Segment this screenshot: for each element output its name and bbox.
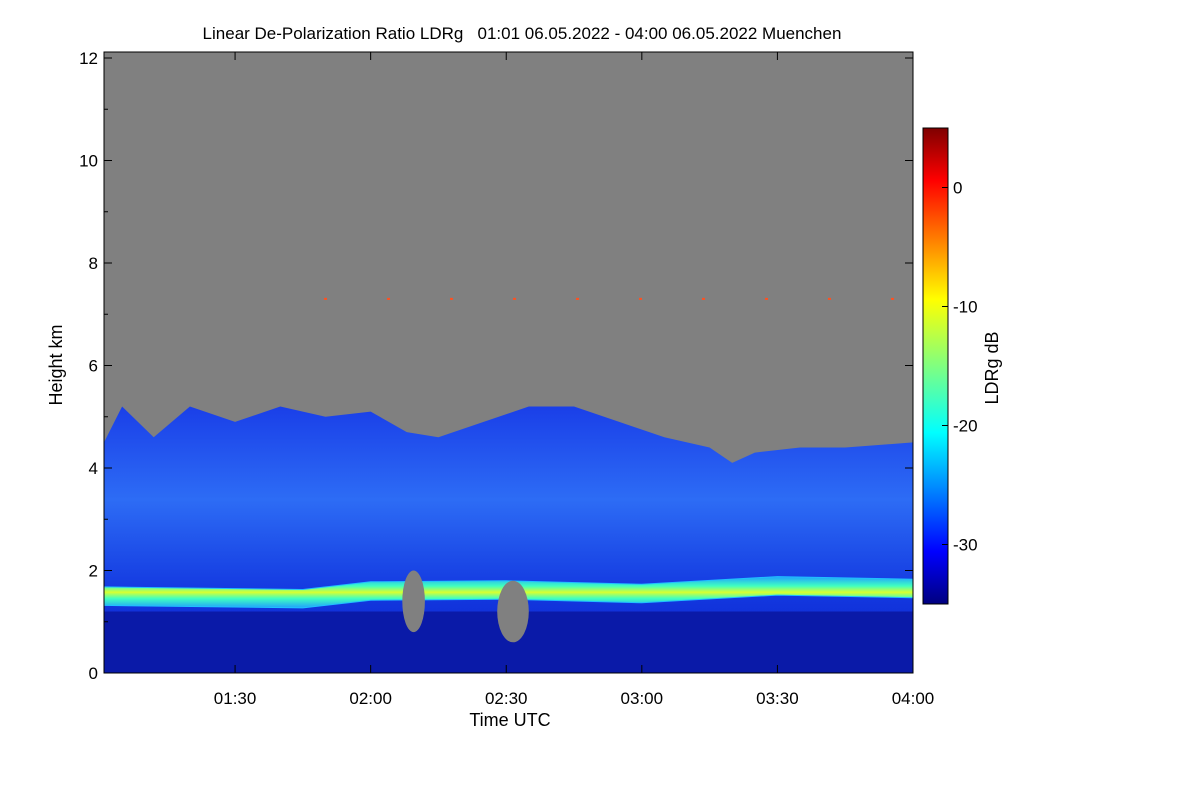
plot-area bbox=[104, 52, 913, 673]
no-data-gap-1 bbox=[402, 570, 425, 633]
no-data-gap-2 bbox=[497, 580, 529, 643]
x-tick-label: 02:30 bbox=[485, 689, 528, 708]
x-tick-label: 03:30 bbox=[756, 689, 799, 708]
x-axis: 01:30 02:00 02:30 03:00 03:30 04:00 bbox=[214, 52, 934, 708]
colorbar: 0 -10 -20 -30 LDRg dB bbox=[922, 127, 1002, 605]
x-axis-label: Time UTC bbox=[469, 710, 550, 730]
y-axis-label: Height km bbox=[46, 324, 66, 405]
y-tick-label: 10 bbox=[79, 152, 98, 171]
colorbar-tick-label: -20 bbox=[953, 417, 978, 436]
colorbar-scale bbox=[922, 127, 949, 605]
x-tick-label: 02:00 bbox=[349, 689, 392, 708]
x-tick-label: 04:00 bbox=[892, 689, 935, 708]
y-tick-label: 8 bbox=[89, 254, 98, 273]
colorbar-tick-label: 0 bbox=[953, 179, 962, 198]
y-axis: 0 2 4 6 8 10 12 bbox=[79, 49, 913, 683]
y-tick-label: 6 bbox=[89, 357, 98, 376]
plot-frame bbox=[103, 51, 914, 674]
chart-title: Linear De-Polarization Ratio LDRg 01:01 … bbox=[203, 24, 842, 43]
colorbar-tick-label: -10 bbox=[953, 298, 978, 317]
x-tick-label: 01:30 bbox=[214, 689, 257, 708]
y-tick-label: 0 bbox=[89, 664, 98, 683]
colorbar-tick-label: -30 bbox=[953, 536, 978, 555]
colorbar-label: LDRg dB bbox=[982, 331, 1002, 404]
no-data-gaps bbox=[402, 570, 529, 643]
y-tick-label: 12 bbox=[79, 49, 98, 68]
x-tick-label: 03:00 bbox=[621, 689, 664, 708]
y-tick-label: 2 bbox=[89, 562, 98, 581]
colorbar-ticks: 0 -10 -20 -30 bbox=[942, 179, 978, 555]
y-tick-label: 4 bbox=[89, 459, 98, 478]
